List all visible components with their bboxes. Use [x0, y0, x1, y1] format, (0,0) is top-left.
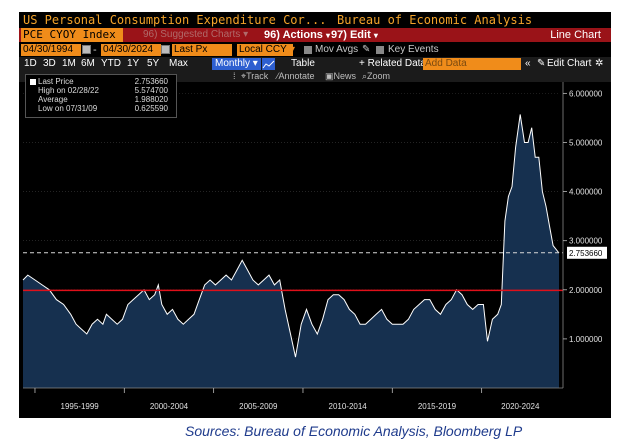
actions-label: Actions	[282, 29, 323, 41]
field-selector[interactable]: Last Px	[172, 44, 232, 56]
range-1m[interactable]: 1M	[62, 58, 76, 69]
y-tick-label: 5.000000	[569, 138, 603, 147]
chevron-down-icon[interactable]: ▾	[290, 44, 296, 55]
drag-handle-icon[interactable]: ⁞	[233, 71, 236, 81]
news-label: News	[333, 71, 357, 81]
annotate-label: Annotate	[278, 71, 315, 81]
currency-selector[interactable]: Local CCY	[237, 44, 293, 56]
date-bar: 04/30/1994 - 04/30/2024 Last Px Local CC…	[19, 43, 611, 57]
source-note: Sources: Bureau of Economic Analysis, Bl…	[185, 423, 523, 439]
actions-number: 96)	[264, 29, 280, 41]
actions-menu[interactable]: 96) Actions ▾	[264, 28, 330, 43]
legend-label: Last Price	[38, 77, 74, 86]
range-1y[interactable]: 1Y	[127, 58, 140, 69]
legend-value: 5.574700	[134, 86, 168, 95]
pencil-icon[interactable]: ✎	[362, 44, 371, 55]
suggested-charts-button[interactable]: 96) Suggested Charts ▾	[143, 29, 249, 40]
end-date-field[interactable]: 04/30/2024	[101, 44, 161, 56]
edit-label: Edit	[349, 29, 371, 41]
mov-avgs-label[interactable]: Mov Avgs	[315, 44, 359, 55]
zoom-tool[interactable]: ⌕ Zoom	[362, 71, 391, 81]
line-style-icon[interactable]	[262, 58, 275, 70]
chart-type-label[interactable]: Line Chart	[550, 29, 601, 41]
y-tick-label: 1.000000	[569, 335, 603, 344]
line-chart-icon	[262, 60, 275, 69]
add-data-input[interactable]: Add Data	[423, 58, 521, 70]
legend-label: Low on 07/31/09	[38, 104, 98, 113]
x-tick-label: 2020-2024	[501, 402, 540, 411]
y-tick-label: 2.000000	[569, 286, 603, 295]
zoom-label: Zoom	[367, 71, 391, 81]
track-label: Track	[246, 71, 269, 81]
bloomberg-terminal-window: US Personal Consumption Expenditure Cor.…	[19, 12, 611, 418]
last-price-label: 2.753660	[569, 249, 603, 258]
command-bar: PCE CYOY Index 96) Suggested Charts ▾ 96…	[19, 28, 611, 42]
security-title: US Personal Consumption Expenditure Cor.…	[23, 13, 327, 27]
x-tick-label: 2015-2019	[418, 402, 457, 411]
chevron-down-icon: ▾	[325, 31, 330, 40]
legend-value: 0.625590	[134, 104, 168, 113]
title-bar: US Personal Consumption Expenditure Cor.…	[19, 12, 611, 28]
legend-last-price: Last Price 2.753660	[30, 77, 172, 87]
series-swatch	[30, 79, 36, 85]
chart-legend: Last Price 2.753660 High on 02/28/22 5.5…	[25, 74, 177, 118]
track-tool[interactable]: ⌖ Track	[241, 71, 269, 81]
legend-label: Average	[38, 95, 68, 104]
collapse-button[interactable]: «	[525, 58, 531, 69]
frequency-label: Monthly	[215, 58, 251, 69]
edit-menu[interactable]: 97) Edit ▾	[331, 28, 378, 43]
x-tick-label: 2000-2004	[150, 402, 189, 411]
key-events-checkbox[interactable]	[376, 46, 384, 54]
suggested-charts-number: 96)	[143, 29, 158, 40]
range-5y[interactable]: 5Y	[147, 58, 160, 69]
range-6m[interactable]: 6M	[81, 58, 95, 69]
edit-chart-button[interactable]: Edit Chart	[547, 58, 592, 69]
legend-label: High on 02/28/22	[38, 86, 99, 95]
legend-value: 1.988020	[134, 95, 168, 104]
news-tool[interactable]: ▣ News	[325, 71, 357, 81]
table-button[interactable]: Table	[291, 58, 315, 69]
legend-low: Low on 07/31/09 0.625590	[30, 104, 172, 114]
x-tick-label: 2010-2014	[329, 402, 368, 411]
legend-value: 2.753660	[134, 77, 168, 86]
suggested-charts-label: Suggested Charts	[160, 29, 241, 40]
chart-tools-bar: ⁞ ⌖ Track ⁄ Annotate ▣ News ⌕ Zoom	[19, 71, 611, 82]
date-separator: -	[93, 44, 97, 56]
key-events-label[interactable]: Key Events	[388, 44, 439, 55]
legend-average: Average 1.988020	[30, 95, 172, 105]
y-tick-label: 6.000000	[569, 89, 603, 98]
edit-number: 97)	[331, 29, 347, 41]
ticker-field[interactable]: PCE CYOY Index	[21, 28, 123, 42]
frequency-selector[interactable]: Monthly ▾	[212, 58, 261, 70]
gear-icon[interactable]: ✲	[595, 58, 604, 69]
calendar-icon[interactable]	[161, 45, 170, 54]
source-title: Bureau of Economic Analysis	[337, 13, 533, 27]
related-data-button[interactable]: + Related Data	[359, 58, 426, 69]
last-price-box	[567, 246, 607, 259]
y-tick-label: 4.000000	[569, 188, 603, 197]
legend-high: High on 02/28/22 5.574700	[30, 86, 172, 96]
line-chart[interactable]: 1.000000 2.000000 3.000000 4.000000 5.000000…	[19, 82, 611, 418]
plot-layer: 1.000000 2.000000 3.000000 4.000000 5.000000…	[19, 82, 611, 418]
range-ytd[interactable]: YTD	[101, 58, 121, 69]
range-1d[interactable]: 1D	[24, 58, 37, 69]
series-line	[22, 114, 560, 358]
start-date-field[interactable]: 04/30/1994	[21, 44, 81, 56]
x-tick-label: 2005-2009	[239, 402, 278, 411]
series-area	[23, 114, 559, 388]
pencil-icon[interactable]: ✎	[537, 58, 546, 69]
chevron-down-icon: ▾	[373, 31, 378, 40]
x-tick-label: 1995-1999	[61, 402, 100, 411]
calendar-icon[interactable]	[82, 45, 91, 54]
range-3d[interactable]: 3D	[43, 58, 56, 69]
mov-avgs-checkbox[interactable]	[304, 46, 312, 54]
annotate-tool[interactable]: ⁄ Annotate	[277, 71, 315, 81]
y-tick-label: 3.000000	[569, 237, 603, 246]
range-bar: 1D 3D 1M 6M YTD 1Y 5Y Max Monthly ▾ Tabl…	[19, 57, 611, 71]
range-max[interactable]: Max	[169, 58, 188, 69]
